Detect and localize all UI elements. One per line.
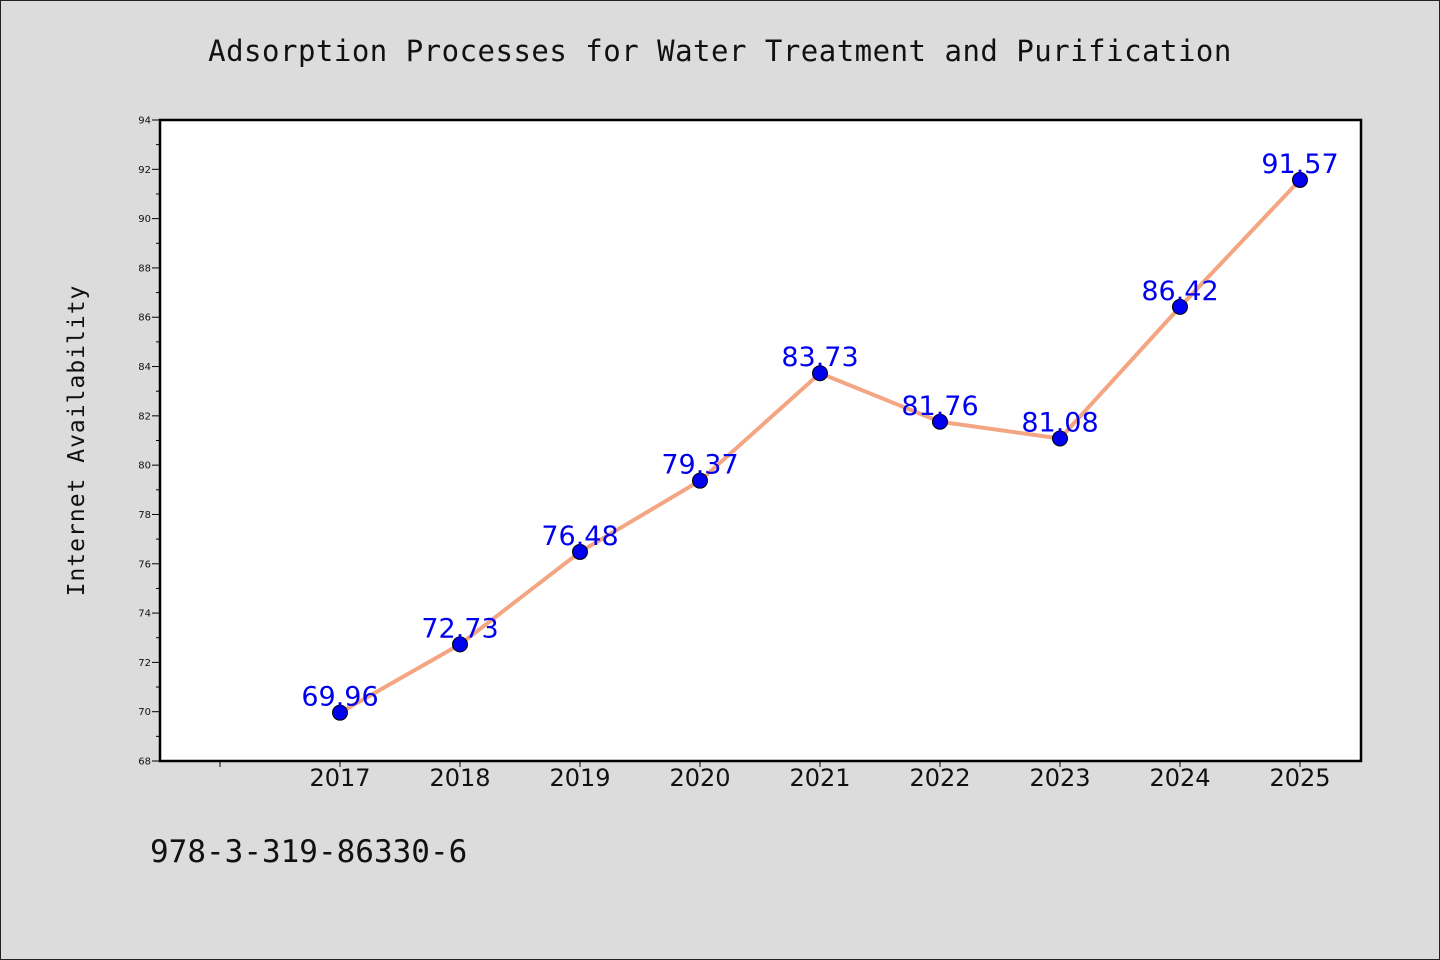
y-tick-label: 94 bbox=[138, 116, 151, 127]
y-tick-label: 92 bbox=[138, 165, 151, 176]
x-axis: 2017 2018 2019 2020 2021 2022 2023 2024 2025 bbox=[219, 761, 1331, 792]
y-tick-label: 76 bbox=[138, 559, 151, 570]
chart-title: Adsorption Processes for Water Treatment… bbox=[208, 34, 1232, 68]
data-markers bbox=[332, 171, 1308, 721]
data-point bbox=[932, 413, 948, 430]
data-label: 83.73 bbox=[781, 342, 858, 373]
plot-area bbox=[158, 118, 1363, 763]
y-tick-label: 68 bbox=[138, 757, 151, 768]
y-tick-label: 74 bbox=[138, 609, 151, 620]
data-label: 76.48 bbox=[541, 521, 618, 552]
x-tick-label: 2025 bbox=[1269, 764, 1330, 792]
data-label: 69.96 bbox=[301, 682, 378, 713]
x-tick-label: 2024 bbox=[1149, 764, 1210, 792]
y-axis: 68 70 72 74 76 78 80 82 84 86 88 90 92 94 bbox=[138, 116, 160, 768]
x-tick-label: 2019 bbox=[549, 764, 610, 792]
y-tick-label: 72 bbox=[138, 658, 151, 669]
x-tick-label: 2023 bbox=[1029, 764, 1090, 792]
data-label: 81.76 bbox=[901, 391, 978, 422]
y-tick-label: 78 bbox=[138, 510, 151, 521]
x-tick-label: 2018 bbox=[429, 764, 490, 792]
data-label: 86.42 bbox=[1141, 276, 1218, 307]
y-tick-label: 86 bbox=[138, 313, 151, 324]
y-tick-label: 90 bbox=[138, 214, 151, 225]
data-point bbox=[1052, 430, 1068, 447]
data-label: 79.37 bbox=[661, 450, 738, 481]
data-point bbox=[1172, 298, 1188, 315]
x-tick-label: 2022 bbox=[909, 764, 970, 792]
data-point bbox=[572, 543, 588, 560]
x-tick-label: 2017 bbox=[309, 764, 370, 792]
data-labels: 69.96 72.73 76.48 79.37 83.73 81.76 81.08 86.42… bbox=[301, 149, 1338, 713]
data-point bbox=[332, 704, 348, 721]
data-label: 91.57 bbox=[1261, 149, 1338, 180]
x-tick-label: 2020 bbox=[669, 764, 730, 792]
y-axis-label: Internet Availability bbox=[64, 285, 90, 597]
y-tick-label: 80 bbox=[138, 461, 151, 472]
y-tick-label: 88 bbox=[138, 263, 151, 274]
y-tick-label: 70 bbox=[138, 707, 151, 718]
data-label: 72.73 bbox=[421, 613, 498, 644]
data-point bbox=[1292, 171, 1308, 188]
y-tick-label: 82 bbox=[138, 411, 151, 422]
data-point bbox=[452, 636, 468, 653]
data-point bbox=[692, 472, 708, 489]
y-tick-label: 84 bbox=[138, 362, 151, 373]
x-tick-label: 2021 bbox=[789, 764, 850, 792]
footer-identifier: 978-3-319-86330-6 bbox=[150, 834, 468, 870]
data-label: 81.08 bbox=[1021, 408, 1098, 439]
data-point bbox=[812, 365, 828, 382]
